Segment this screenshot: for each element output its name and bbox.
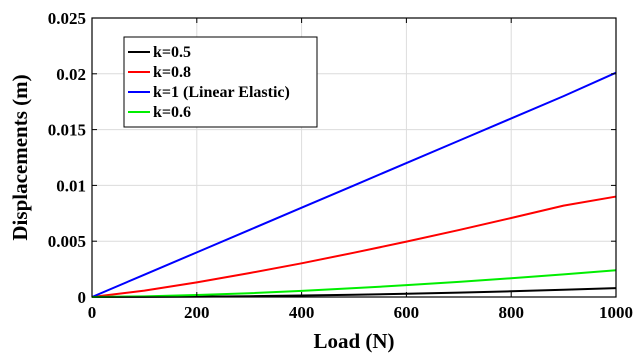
x-tick-label: 0: [88, 303, 97, 322]
x-tick-label: 200: [184, 303, 210, 322]
x-axis-title: Load (N): [313, 329, 394, 353]
y-tick-label: 0.025: [48, 9, 86, 28]
y-tick-label: 0.015: [48, 121, 86, 140]
legend-label: k=0.6: [153, 104, 191, 121]
x-tick-labels: 0 200 400 600 800 1000: [88, 303, 633, 322]
series-layer: [91, 71, 617, 298]
series-line-k-0-8: [91, 195, 617, 298]
y-tick-label: 0.02: [56, 65, 86, 84]
x-tick-label: 600: [394, 303, 420, 322]
x-tick-label: 800: [498, 303, 524, 322]
legend: k=0.5 k=0.8 k=1 (Linear Elastic) k=0.6: [123, 36, 318, 128]
y-tick-label: 0.01: [56, 176, 86, 195]
y-tick-label: 0: [78, 288, 87, 307]
x-tick-label: 400: [289, 303, 315, 322]
legend-label: k=0.8: [153, 64, 191, 81]
series-line-k-0-6: [91, 269, 617, 298]
axis-ticks: [91, 17, 617, 298]
legend-box: [123, 36, 318, 128]
y-axis-title: Displacements (m): [8, 74, 32, 240]
y-tick-labels: 0 0.005 0.01 0.015 0.02 0.025: [48, 9, 86, 307]
legend-label: k=0.5: [153, 44, 191, 61]
plot-frame: [91, 17, 617, 298]
y-tick-label: 0.005: [48, 232, 86, 251]
series-line-k-1-linear-elastic-: [91, 71, 617, 298]
legend-label: k=1 (Linear Elastic): [153, 84, 290, 101]
x-tick-label: 1000: [599, 303, 633, 322]
